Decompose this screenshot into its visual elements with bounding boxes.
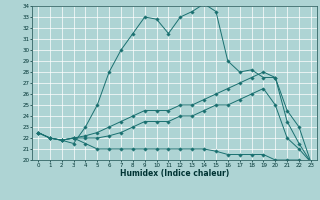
X-axis label: Humidex (Indice chaleur): Humidex (Indice chaleur) xyxy=(120,169,229,178)
